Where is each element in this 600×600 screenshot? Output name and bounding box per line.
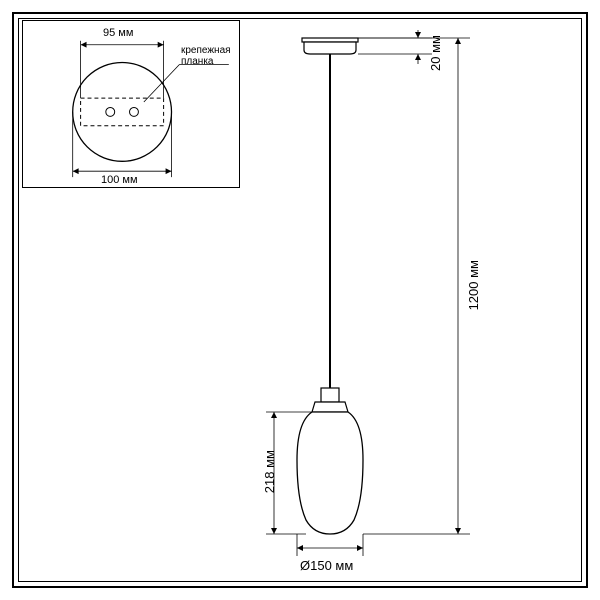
dim-total-height: 1200 мм (466, 260, 481, 310)
inset-annotation-1: крепежная (181, 45, 231, 56)
dim-diameter: Ø150 мм (300, 558, 353, 573)
dim-shade-height: 218 мм (262, 450, 277, 493)
inset-detail: 95 мм крепежная планка 100 мм (22, 20, 240, 188)
dim-canopy-height: 20 мм (428, 35, 443, 71)
inset-annotation-2: планка (181, 56, 214, 67)
inset-bottom-dim: 100 мм (101, 174, 138, 186)
inset-top-dim: 95 мм (103, 27, 133, 39)
pendant-diagram (260, 30, 480, 560)
